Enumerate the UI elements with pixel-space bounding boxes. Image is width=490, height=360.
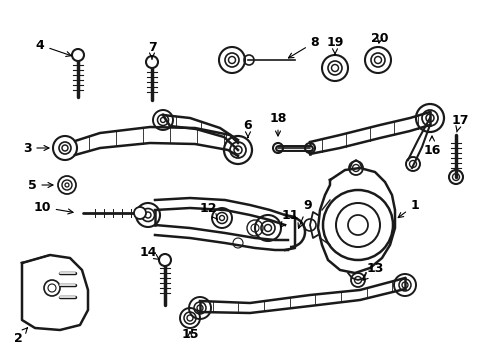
Text: 1: 1 (398, 198, 419, 217)
Text: 14: 14 (139, 246, 160, 260)
Text: 9: 9 (298, 198, 312, 228)
Text: 20: 20 (371, 32, 389, 45)
Text: 19: 19 (326, 36, 343, 54)
Text: 18: 18 (270, 112, 287, 136)
Text: 13: 13 (363, 261, 384, 280)
Text: 12: 12 (199, 202, 218, 220)
Text: 16: 16 (423, 136, 441, 157)
Text: 11: 11 (281, 208, 299, 227)
Text: 7: 7 (147, 41, 156, 59)
Text: 8: 8 (289, 36, 319, 58)
Circle shape (146, 56, 158, 68)
Text: 15: 15 (181, 328, 199, 342)
Text: 6: 6 (244, 118, 252, 137)
Text: 3: 3 (23, 141, 49, 154)
Text: 10: 10 (33, 201, 73, 214)
Text: 17: 17 (451, 113, 469, 132)
Circle shape (134, 207, 146, 219)
Circle shape (159, 254, 171, 266)
Text: 4: 4 (36, 39, 71, 57)
Text: 2: 2 (14, 328, 27, 345)
Circle shape (72, 49, 84, 61)
Text: 5: 5 (27, 179, 53, 192)
